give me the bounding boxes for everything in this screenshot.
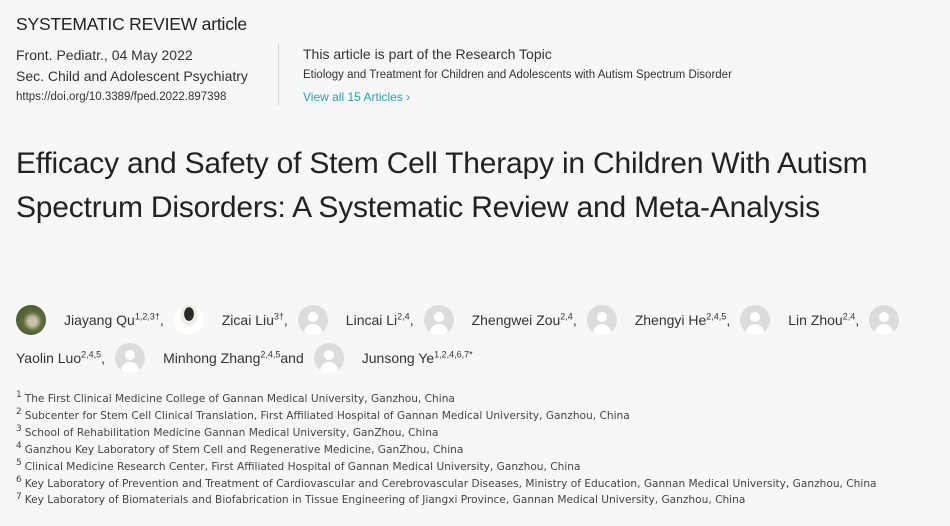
article-meta: Front. Pediatr., 04 May 2022 Sec. Child … [16,45,248,108]
author[interactable]: Zhengyi He2,4,5, [586,305,737,335]
research-topic-intro: This article is part of the Research Top… [303,46,552,62]
affiliation: 1 The First Clinical Medicine College of … [16,390,455,405]
affiliation: 3 School of Rehabilitation Medicine Ganna… [16,424,439,439]
journal-date: Front. Pediatr., 04 May 2022 [16,47,193,63]
avatar[interactable] [423,305,454,335]
author[interactable]: Lin Zhou2,4, [740,305,865,335]
avatar[interactable] [297,305,328,335]
author-name[interactable]: Lincai Li2,4 [345,311,410,328]
avatar[interactable] [16,305,46,335]
doi-link[interactable]: https://doi.org/10.3389/fped.2022.897398 [16,91,227,103]
author[interactable]: Junsong Ye1,2,4,6,7* [313,343,479,373]
avatar[interactable] [313,343,344,373]
research-topic: This article is part of the Research Top… [303,44,732,108]
author-row: Jiayang Qu1,2,3†, Zicai Liu3†, Lincai Li… [16,303,936,337]
author-name[interactable]: Zhengyi He2,4,5 [634,311,727,328]
affiliation-list: 1 The First Clinical Medicine College of … [16,391,877,509]
affiliation: 7 Key Laboratory of Biomaterials and Biof… [16,491,746,507]
divider [278,44,279,106]
chevron-right-icon: › [406,90,411,104]
affiliation: 6 Key Laboratory of Prevention and Treatm… [16,475,877,490]
author[interactable]: Yaolin Luo2,4,5, [16,349,106,366]
author-name[interactable]: Yaolin Luo2,4,5 [16,349,102,366]
author[interactable]: Jiayang Qu1,2,3†, [16,305,170,335]
view-all-articles-link[interactable]: View all 15 Articles › [303,86,732,108]
section-link[interactable]: Sec. Child and Adolescent Psychiatry [16,68,248,84]
author-name[interactable]: Zicai Liu3† [221,311,284,328]
view-all-label: View all 15 Articles [303,90,403,104]
author-name[interactable]: Zhengwei Zou2,4 [471,311,573,328]
avatar[interactable] [173,305,204,335]
avatar[interactable] [115,343,146,373]
author-name[interactable]: Junsong Ye1,2,4,6,7* [361,349,473,366]
avatar[interactable] [740,305,771,335]
author-name[interactable]: Minhong Zhang2,4,5 [163,349,281,366]
avatar[interactable] [869,305,900,335]
affiliation: 5 Clinical Medicine Research Center, Firs… [16,458,581,473]
affiliation: 4 Ganzhou Key Laboratory of Stem Cell and… [16,441,464,456]
author-name[interactable]: Jiayang Qu1,2,3† [64,311,160,328]
author-name[interactable]: Lin Zhou2,4 [788,311,856,328]
article-title: Efficacy and Safety of Stem Cell Therapy… [16,147,868,224]
author[interactable]: Lincai Li2,4, [297,305,420,335]
author-row: Yaolin Luo2,4,5, Minhong Zhang2,4,5 and … [16,341,936,375]
author-list: Jiayang Qu1,2,3†, Zicai Liu3†, Lincai Li… [16,303,936,379]
article-type: SYSTEMATIC REVIEW article [16,14,247,34]
affiliation: 2 Subcenter for Stem Cell Clinical Transl… [16,407,630,422]
research-topic-link[interactable]: Etiology and Treatment for Children and … [303,69,732,81]
author[interactable]: Zhengwei Zou2,4, [423,305,583,335]
author[interactable]: Zicai Liu3†, [173,305,294,335]
author[interactable]: Minhong Zhang2,4,5 and [115,343,310,373]
avatar[interactable] [586,305,617,335]
